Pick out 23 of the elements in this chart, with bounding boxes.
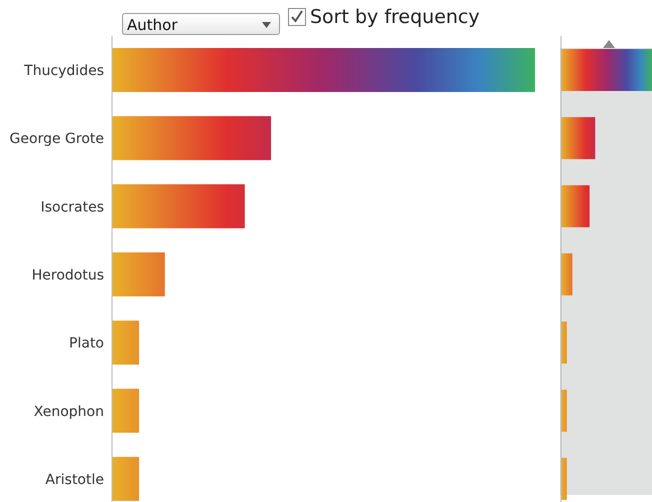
bar: [112, 388, 140, 433]
y-tick-label: Isocrates: [40, 199, 104, 216]
bar: [112, 116, 272, 160]
y-tick-label: Herodotus: [32, 267, 104, 284]
dropdown: Author: [122, 13, 280, 35]
bar: [112, 184, 245, 228]
bar: [112, 48, 535, 92]
bar: [561, 253, 572, 296]
bar: [561, 49, 652, 91]
bar: [561, 322, 567, 364]
bar: [112, 252, 165, 296]
bar: [112, 456, 140, 501]
bar: [561, 117, 596, 160]
text: Sort by frequency: [310, 6, 480, 28]
bar: [561, 185, 590, 228]
y-tick-label: Plato: [69, 336, 104, 352]
y-tick-label: Xenophon: [34, 404, 104, 420]
bar: [112, 320, 140, 365]
bar: [561, 458, 567, 500]
y-tick-label: Thucydides: [23, 63, 104, 80]
y-tick-label: George Grote: [10, 131, 104, 148]
bar: [561, 390, 567, 432]
y-tick-label: Aristotle: [45, 472, 104, 488]
